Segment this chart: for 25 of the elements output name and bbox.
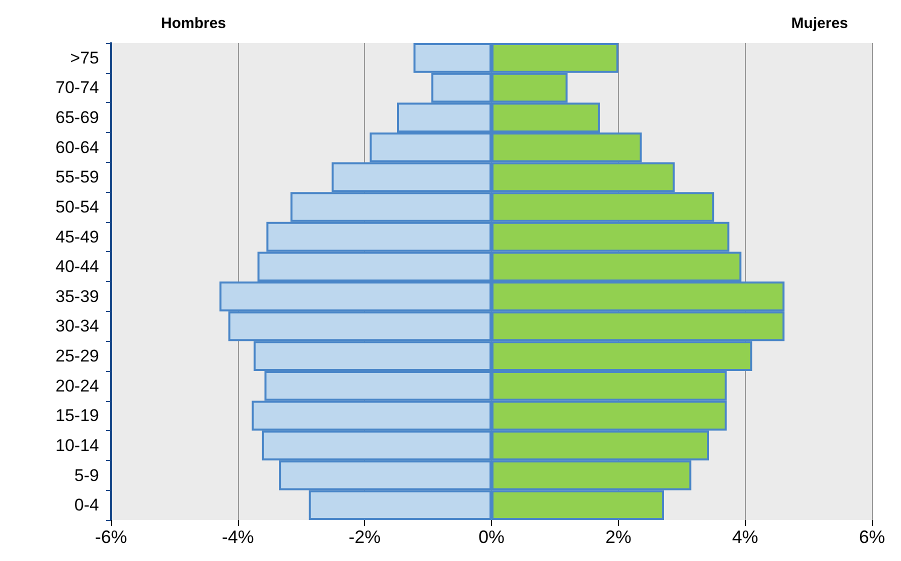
x-tick-label: 0% <box>478 527 505 547</box>
y-tick-label: 70-74 <box>56 78 99 98</box>
x-tick-label: 4% <box>732 527 758 547</box>
x-tick-label: -2% <box>348 527 381 547</box>
x-tick-label: -6% <box>94 527 128 547</box>
x-tick-label: -4% <box>222 527 254 547</box>
y-tick-label: >75 <box>70 48 99 68</box>
y-tick-label: 5-9 <box>74 466 99 485</box>
text: Hombres <box>161 15 226 32</box>
y-tick-label: 35-39 <box>56 286 99 306</box>
y-tick-label: 15-19 <box>56 406 99 426</box>
y-tick-label: 60-64 <box>56 138 99 157</box>
y-tick-label: 20-24 <box>56 376 99 396</box>
y-tick-label: 40-44 <box>56 257 99 276</box>
text: Mujeres <box>791 15 848 32</box>
y-tick-label: 50-54 <box>56 197 99 216</box>
y-tick-label: 25-29 <box>56 346 99 366</box>
y-tick-label: 65-69 <box>56 108 99 128</box>
y-tick-label: 0-4 <box>74 496 99 515</box>
x-tick-label: 2% <box>605 527 632 547</box>
y-tick-label: 10-14 <box>56 436 99 455</box>
y-tick-label: 45-49 <box>56 227 99 246</box>
x-tick-label: 6% <box>858 527 886 547</box>
y-tick-label: 30-34 <box>56 316 99 336</box>
y-tick-label: 55-59 <box>56 168 99 187</box>
